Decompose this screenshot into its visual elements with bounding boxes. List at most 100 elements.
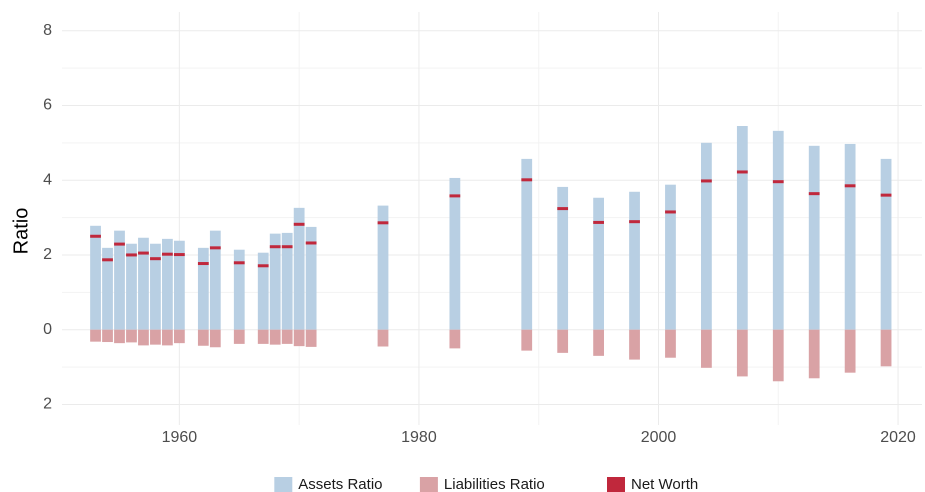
x-tick-label: 2020 — [880, 429, 916, 446]
bar — [701, 142, 712, 330]
bar — [173, 329, 185, 344]
net-worth-mark — [844, 184, 856, 188]
bar — [173, 240, 185, 330]
net-worth-mark — [150, 257, 161, 261]
bar — [880, 329, 892, 367]
bar — [736, 125, 748, 330]
y-tick-label: 4 — [43, 171, 52, 188]
x-tick-label: 1960 — [162, 429, 198, 446]
bar — [233, 249, 245, 330]
net-worth-mark — [162, 252, 173, 256]
legend-label: Liabilities Ratio — [444, 476, 545, 492]
x-tick-label: 1980 — [401, 429, 437, 446]
bar — [665, 184, 676, 330]
bar — [102, 247, 113, 330]
y-tick-label: 2 — [43, 396, 52, 413]
net-worth-mark — [293, 222, 305, 226]
net-worth-mark — [593, 220, 604, 224]
bar — [293, 329, 305, 347]
net-worth-mark — [521, 178, 533, 182]
net-worth-mark — [197, 262, 209, 266]
bar — [209, 329, 221, 348]
net-worth-mark — [880, 193, 892, 197]
bar — [305, 329, 317, 347]
bar — [701, 329, 712, 368]
bar — [257, 252, 269, 330]
net-worth-mark — [701, 179, 712, 183]
bar — [281, 232, 293, 330]
net-worth-mark — [557, 207, 569, 211]
net-worth-mark — [665, 210, 676, 214]
bar — [150, 243, 161, 330]
legend-label: Net Worth — [631, 476, 698, 492]
bar — [665, 329, 676, 358]
bar — [90, 329, 101, 342]
net-worth-mark — [736, 170, 748, 174]
bar — [162, 329, 173, 346]
y-tick-label: 0 — [43, 321, 52, 338]
y-axis-label: Ratio — [10, 208, 32, 255]
bar — [114, 230, 125, 330]
bar — [233, 329, 245, 344]
bar — [269, 233, 281, 330]
bar — [126, 243, 137, 330]
net-worth-mark — [90, 234, 101, 238]
net-worth-mark — [209, 246, 221, 250]
bar — [257, 329, 269, 344]
bar — [138, 329, 149, 346]
bar — [844, 329, 856, 373]
bar — [557, 329, 569, 353]
net-worth-mark — [629, 220, 640, 224]
legend-swatch — [274, 477, 293, 492]
bar — [808, 145, 820, 330]
bar — [449, 177, 461, 330]
bar — [880, 158, 892, 330]
net-worth-mark — [173, 253, 185, 257]
net-worth-mark — [138, 251, 149, 255]
net-worth-mark — [808, 192, 820, 196]
net-worth-mark — [281, 245, 293, 249]
bar — [557, 186, 569, 330]
bar — [521, 329, 533, 351]
bar — [90, 225, 101, 330]
net-worth-mark — [269, 245, 281, 249]
bar — [269, 329, 281, 345]
bar — [629, 191, 640, 330]
bar — [209, 230, 221, 330]
bar — [162, 238, 173, 330]
bar — [293, 207, 305, 330]
bar — [114, 329, 125, 344]
net-worth-mark — [449, 194, 461, 198]
bar — [521, 158, 533, 330]
legend-swatch — [419, 477, 438, 492]
bar — [449, 329, 461, 349]
net-worth-mark — [377, 221, 389, 225]
bar — [377, 329, 389, 347]
bar — [126, 329, 137, 343]
net-worth-mark — [772, 180, 784, 184]
net-worth-mark — [102, 258, 113, 262]
bar — [593, 197, 604, 330]
net-worth-mark — [305, 241, 317, 245]
net-worth-mark — [126, 253, 137, 257]
net-worth-mark — [114, 242, 125, 246]
bar — [629, 329, 640, 360]
bar — [150, 329, 161, 345]
bar — [772, 130, 784, 330]
bar — [808, 329, 820, 379]
x-tick-label: 2000 — [641, 429, 677, 446]
bar — [197, 247, 209, 330]
bar — [138, 237, 149, 330]
bar — [844, 143, 856, 330]
bar — [197, 329, 209, 346]
bar — [102, 329, 113, 343]
legend-swatch — [607, 477, 625, 492]
legend-label: Assets Ratio — [298, 476, 382, 492]
y-tick-label: 8 — [43, 22, 52, 39]
bar — [736, 329, 748, 377]
bar — [593, 329, 604, 356]
bar — [772, 329, 784, 382]
y-tick-label: 2 — [43, 246, 52, 263]
y-tick-label: 6 — [43, 97, 52, 114]
